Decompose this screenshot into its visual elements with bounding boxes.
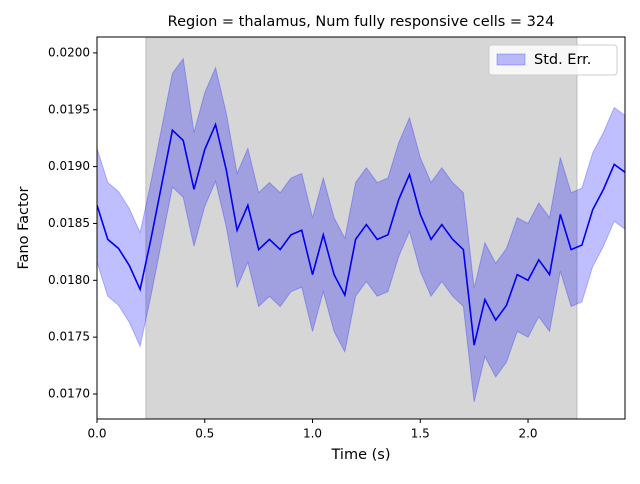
x-axis-label: Time (s) [331,447,391,463]
y-tick-label: 0.0200 [48,45,90,59]
x-tick-label: 1.5 [411,427,430,441]
y-tick-label: 0.0185 [48,216,90,230]
mean-line [97,122,625,346]
legend-label: Std. Err. [534,52,591,68]
x-tick-label: 0.0 [87,427,106,441]
legend-swatch [496,53,526,66]
y-tick-label: 0.0180 [48,273,90,287]
y-tick-label: 0.0195 [48,102,90,116]
shaded-region [145,36,578,420]
y-axis-label: Fano Factor [16,186,32,269]
x-tick-label: 1.0 [303,427,322,441]
x-tick-label: 0.5 [195,427,214,441]
chart-title: Region = thalamus, Num fully responsive … [168,14,555,30]
y-tick-label: 0.0170 [48,386,90,400]
y-tick-label: 0.0175 [48,330,90,344]
x-tick-label: 2.0 [518,427,537,441]
y-tick-label: 0.0190 [48,159,90,173]
plot-frame [96,36,626,420]
legend-box [488,44,618,76]
